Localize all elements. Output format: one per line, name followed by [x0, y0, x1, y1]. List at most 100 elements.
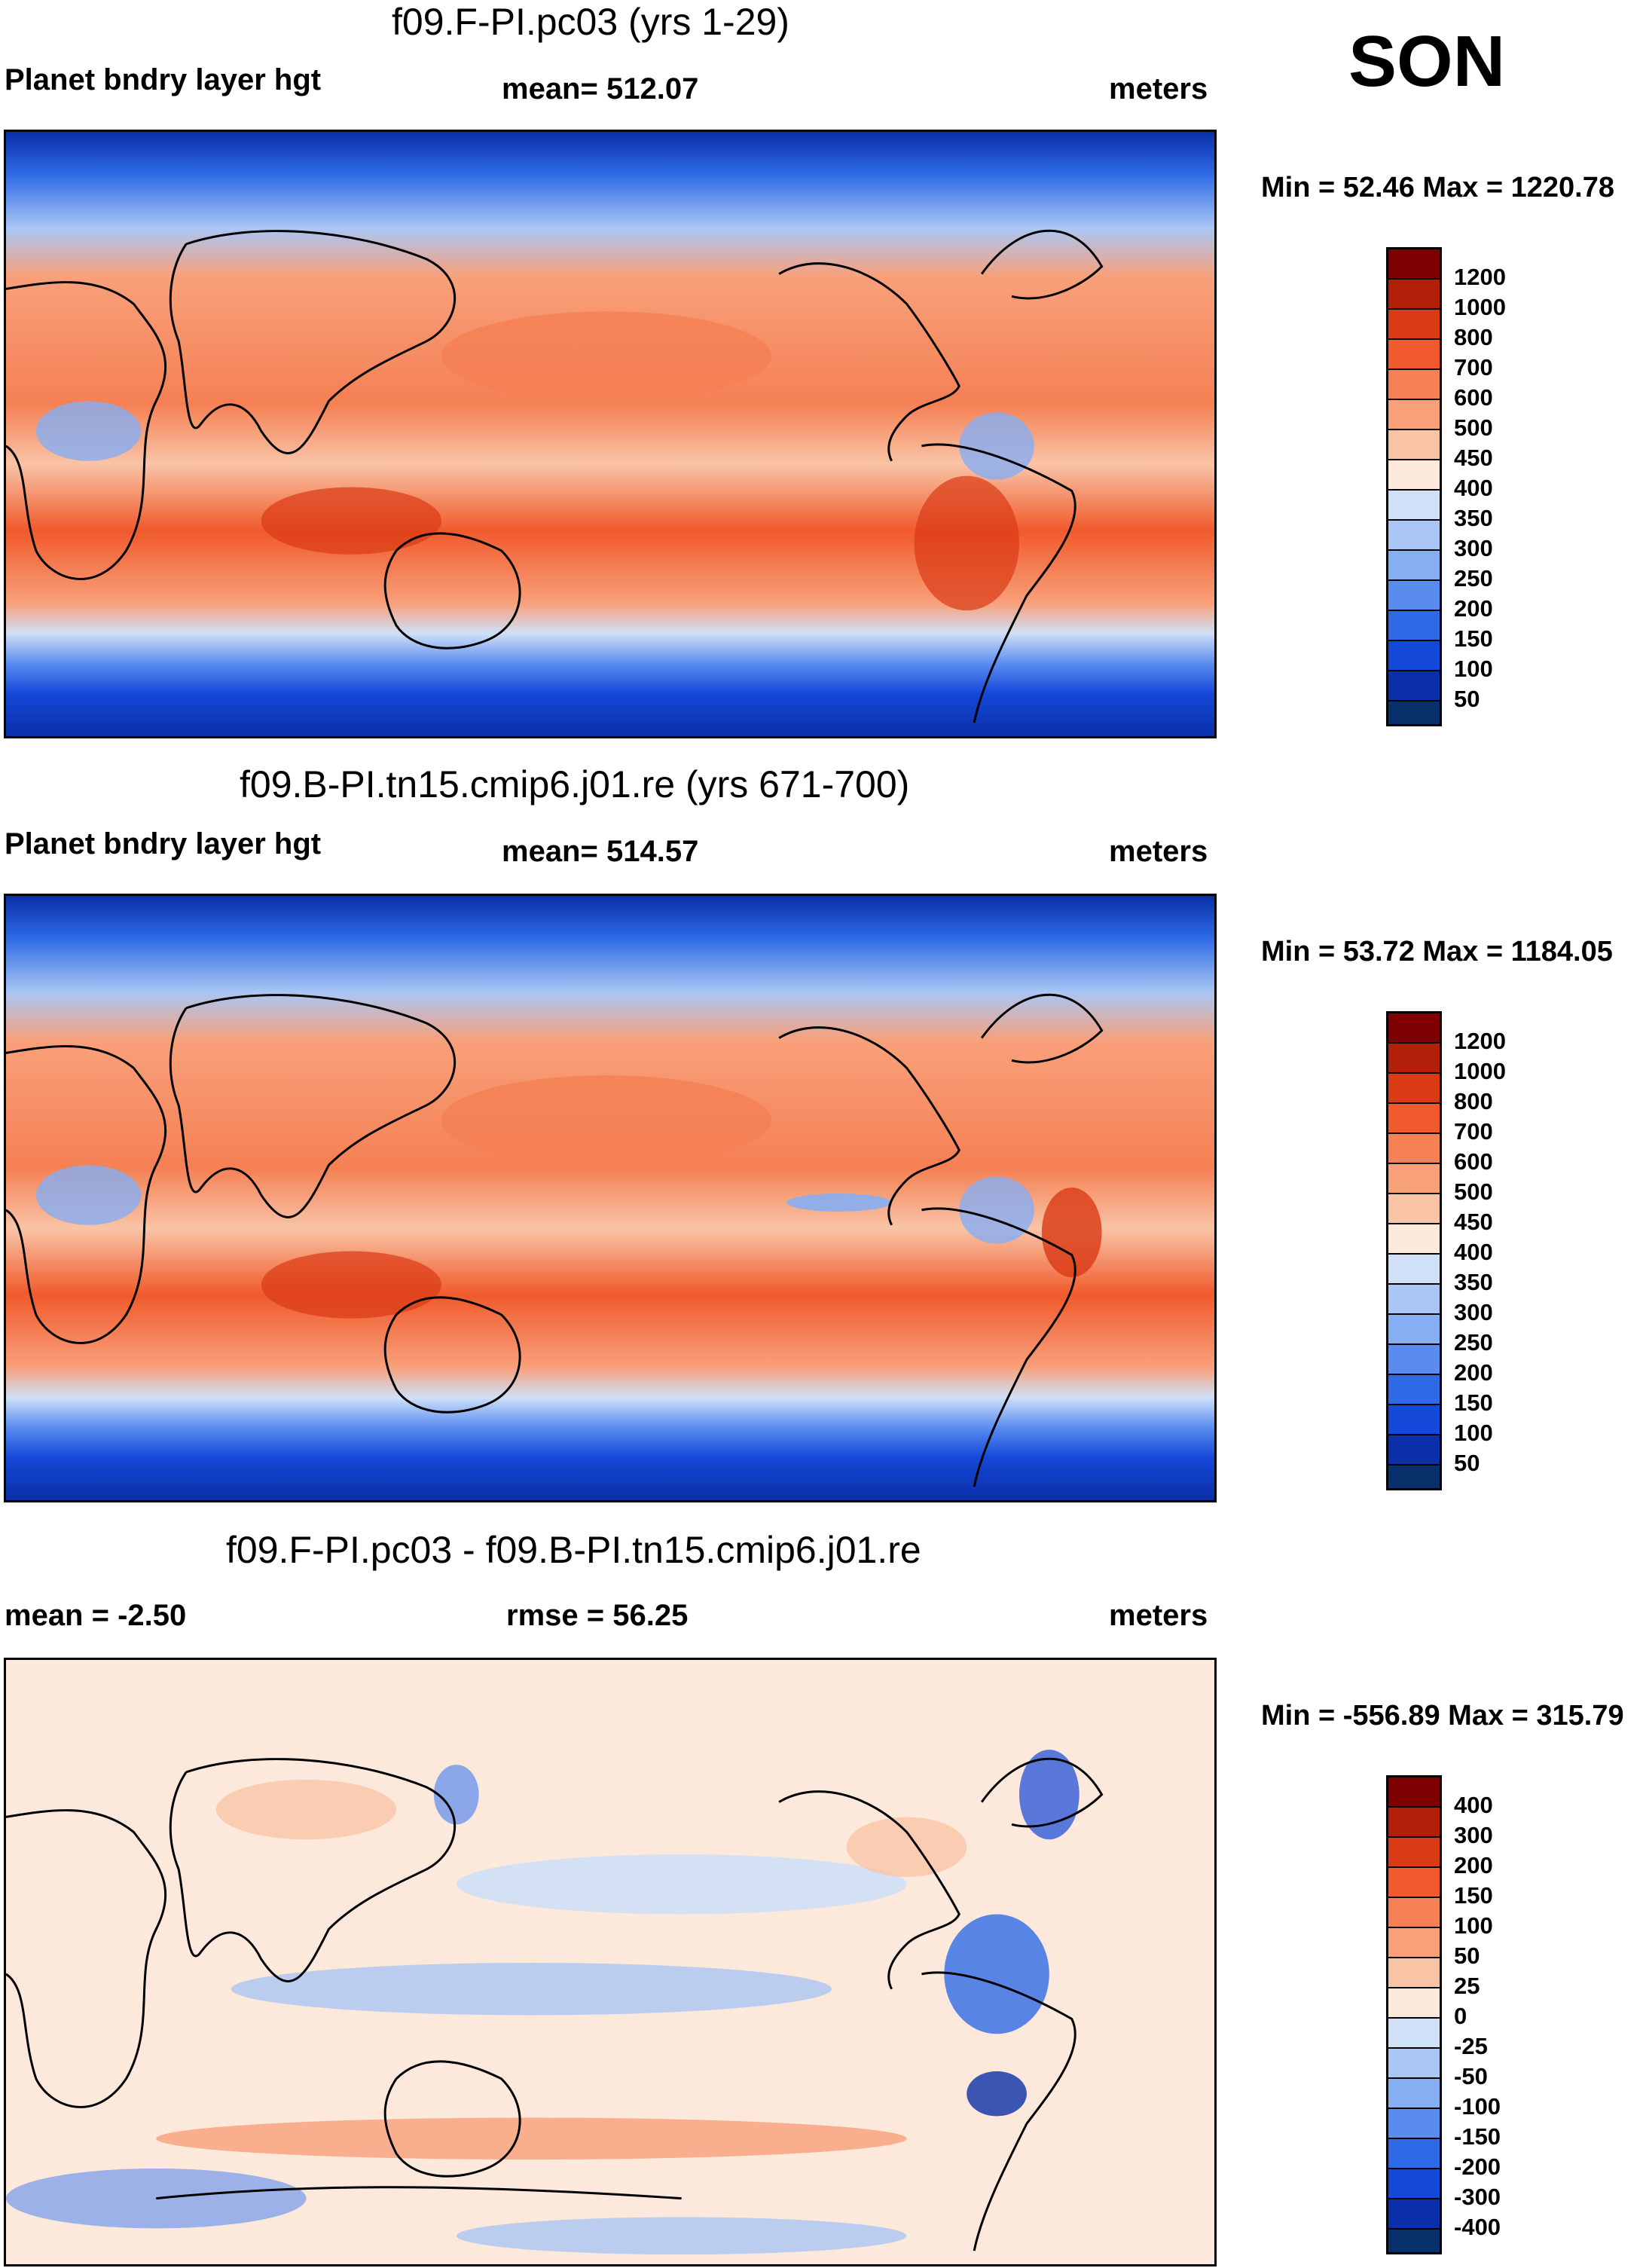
colorbar-segment — [1388, 2230, 1440, 2252]
panel-1-mean-label: mean= 512.07 — [502, 72, 699, 105]
colorbar-segment — [1388, 1285, 1440, 1315]
colorbar-segment — [1388, 1044, 1440, 1074]
colorbar-tick-label: -100 — [1454, 2093, 1501, 2120]
colorbar-tick-label: 300 — [1454, 1822, 1493, 1848]
colorbar-tick-label: -200 — [1454, 2153, 1501, 2180]
colorbar-segment — [1388, 1928, 1440, 1958]
panel-3-colorbar — [1386, 1775, 1442, 2254]
colorbar-segment — [1388, 671, 1440, 701]
colorbar-segment — [1388, 1224, 1440, 1255]
colorbar-tick-label: 300 — [1454, 1299, 1493, 1325]
colorbar-tick-label: 500 — [1454, 414, 1493, 441]
colorbar-segment — [1388, 611, 1440, 641]
colorbar-tick-label: -50 — [1454, 2063, 1488, 2089]
panel-2-colorbar — [1386, 1011, 1442, 1490]
panel-1-units-label: meters — [1109, 72, 1208, 105]
colorbar-segment — [1388, 2079, 1440, 2109]
colorbar-segment — [1388, 1868, 1440, 1898]
colorbar-tick-label: 800 — [1454, 324, 1493, 350]
colorbar-tick-label: 700 — [1454, 1118, 1493, 1145]
world-map-pbl-height-icon — [6, 896, 1214, 1500]
colorbar-tick-label: 350 — [1454, 1269, 1493, 1295]
colorbar-segment — [1388, 460, 1440, 491]
colorbar-tick-label: 450 — [1454, 445, 1493, 471]
colorbar-tick-label: 200 — [1454, 1359, 1493, 1386]
panel-1-minmax: Min = 52.46 Max = 1220.78 — [1261, 172, 1614, 203]
panel-3-units-label: meters — [1109, 1599, 1208, 1632]
colorbar-tick-label: 250 — [1454, 565, 1493, 591]
colorbar-segment — [1388, 1958, 1440, 1988]
panel-2-variable-label: Planet bndry layer hgt — [5, 827, 322, 860]
panel-1-colorbar — [1386, 247, 1442, 726]
colorbar-tick-label: 400 — [1454, 1239, 1493, 1265]
colorbar-segment — [1388, 1134, 1440, 1164]
colorbar-segment — [1388, 491, 1440, 521]
colorbar-tick-label: 1200 — [1454, 264, 1506, 290]
colorbar-segment — [1388, 2049, 1440, 2079]
colorbar-tick-label: 1000 — [1454, 1058, 1506, 1084]
colorbar-segment — [1388, 521, 1440, 551]
world-map-pbl-difference-icon — [6, 1660, 1214, 2264]
colorbar-segment — [1388, 400, 1440, 430]
colorbar-tick-label: 150 — [1454, 625, 1493, 652]
colorbar-tick-label: 250 — [1454, 1329, 1493, 1356]
colorbar-tick-label: 50 — [1454, 1450, 1480, 1476]
colorbar-tick-label: 700 — [1454, 354, 1493, 381]
colorbar-segment — [1388, 2139, 1440, 2169]
colorbar-segment — [1388, 2109, 1440, 2139]
colorbar-tick-label: 400 — [1454, 1792, 1493, 1818]
colorbar-tick-label: 150 — [1454, 1882, 1493, 1909]
colorbar-tick-label: 600 — [1454, 384, 1493, 411]
panel-2-mean-label: mean= 514.57 — [502, 835, 699, 868]
colorbar-tick-label: 50 — [1454, 686, 1480, 712]
colorbar-segment — [1388, 370, 1440, 400]
panel-3-mean-label: mean = -2.50 — [5, 1599, 187, 1632]
colorbar-segment — [1388, 1013, 1440, 1044]
colorbar-segment — [1388, 1255, 1440, 1285]
panel-3-title: f09.F-PI.pc03 - f09.B-PI.tn15.cmip6.j01.… — [226, 1529, 921, 1571]
colorbar-tick-label: 350 — [1454, 505, 1493, 531]
colorbar-segment — [1388, 581, 1440, 611]
colorbar-tick-label: 450 — [1454, 1209, 1493, 1235]
colorbar-tick-label: 100 — [1454, 656, 1493, 682]
colorbar-tick-label: 50 — [1454, 1942, 1480, 1969]
colorbar-tick-label: 150 — [1454, 1389, 1493, 1416]
panel-3-minmax: Min = -556.89 Max = 315.79 — [1261, 1700, 1624, 1732]
colorbar-segment — [1388, 1808, 1440, 1838]
panel-2-units-label: meters — [1109, 835, 1208, 868]
colorbar-segment — [1388, 1345, 1440, 1375]
colorbar-segment — [1388, 1435, 1440, 1466]
colorbar-segment — [1388, 1315, 1440, 1345]
colorbar-segment — [1388, 1988, 1440, 2019]
colorbar-tick-label: 500 — [1454, 1178, 1493, 1205]
colorbar-segment — [1388, 2169, 1440, 2199]
season-label: SON — [1348, 21, 1506, 102]
colorbar-tick-label: 400 — [1454, 475, 1493, 501]
colorbar-segment — [1388, 1898, 1440, 1928]
colorbar-tick-label: 0 — [1454, 2003, 1467, 2029]
colorbar-tick-label: -300 — [1454, 2184, 1501, 2210]
colorbar-segment — [1388, 280, 1440, 310]
colorbar-segment — [1388, 1194, 1440, 1224]
colorbar-segment — [1388, 1466, 1440, 1488]
panel-3-rmse-label: rmse = 56.25 — [506, 1599, 689, 1632]
colorbar-segment — [1388, 340, 1440, 370]
colorbar-tick-label: -400 — [1454, 2214, 1501, 2240]
colorbar-tick-label: 100 — [1454, 1420, 1493, 1446]
colorbar-tick-label: 25 — [1454, 1973, 1480, 1999]
colorbar-segment — [1388, 1104, 1440, 1134]
colorbar-segment — [1388, 641, 1440, 671]
colorbar-segment — [1388, 1838, 1440, 1868]
colorbar-segment — [1388, 551, 1440, 581]
colorbar-segment — [1388, 1777, 1440, 1808]
colorbar-tick-label: 1200 — [1454, 1028, 1506, 1054]
colorbar-segment — [1388, 2019, 1440, 2049]
colorbar-tick-label: -25 — [1454, 2033, 1488, 2059]
colorbar-segment — [1388, 430, 1440, 460]
colorbar-segment — [1388, 1405, 1440, 1435]
colorbar-segment — [1388, 701, 1440, 724]
panel-3-map — [4, 1658, 1217, 2266]
panel-1-map — [4, 130, 1217, 738]
colorbar-tick-label: 800 — [1454, 1088, 1493, 1114]
panel-2-minmax: Min = 53.72 Max = 1184.05 — [1261, 936, 1613, 967]
